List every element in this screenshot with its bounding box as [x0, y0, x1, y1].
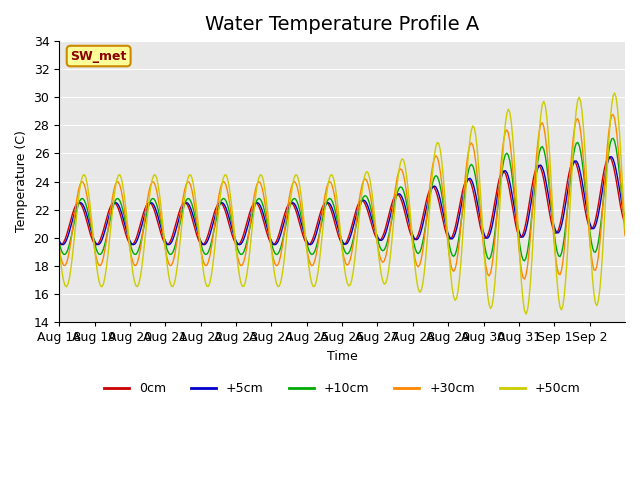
- +10cm: [55, 240, 63, 246]
- +10cm: [92, 246, 100, 252]
- +50cm: [346, 282, 354, 288]
- 0cm: [92, 242, 100, 248]
- Line: +5cm: +5cm: [59, 157, 625, 245]
- +50cm: [620, 200, 627, 205]
- +5cm: [460, 190, 468, 195]
- +10cm: [346, 247, 354, 253]
- 0cm: [74, 200, 82, 205]
- +5cm: [74, 201, 82, 207]
- +5cm: [92, 240, 100, 246]
- +50cm: [545, 130, 552, 136]
- +5cm: [348, 229, 355, 235]
- +50cm: [55, 245, 63, 251]
- +30cm: [55, 246, 63, 252]
- +5cm: [620, 209, 627, 215]
- +10cm: [620, 210, 627, 216]
- Line: +50cm: +50cm: [59, 93, 625, 314]
- +10cm: [74, 202, 82, 207]
- +5cm: [55, 238, 63, 243]
- Line: 0cm: 0cm: [59, 157, 625, 245]
- +5cm: [621, 216, 629, 221]
- +30cm: [621, 232, 629, 238]
- +5cm: [545, 192, 552, 197]
- +30cm: [620, 215, 627, 221]
- +50cm: [522, 311, 530, 317]
- 0cm: [460, 183, 468, 189]
- +50cm: [92, 259, 100, 265]
- +30cm: [74, 188, 82, 193]
- +10cm: [459, 208, 467, 214]
- 0cm: [163, 242, 171, 248]
- +50cm: [611, 90, 618, 96]
- +5cm: [271, 242, 278, 248]
- 0cm: [621, 220, 629, 226]
- +10cm: [609, 135, 617, 141]
- +5cm: [606, 154, 614, 160]
- +50cm: [621, 227, 629, 232]
- +30cm: [459, 204, 467, 210]
- +50cm: [74, 197, 82, 203]
- 0cm: [348, 223, 355, 229]
- +10cm: [621, 223, 629, 228]
- Legend: 0cm, +5cm, +10cm, +30cm, +50cm: 0cm, +5cm, +10cm, +30cm, +50cm: [99, 377, 586, 400]
- 0cm: [620, 216, 627, 222]
- +30cm: [346, 257, 354, 263]
- Y-axis label: Temperature (C): Temperature (C): [15, 131, 28, 232]
- +30cm: [92, 254, 100, 260]
- X-axis label: Time: Time: [326, 349, 358, 362]
- Text: SW_met: SW_met: [70, 49, 127, 62]
- +10cm: [521, 258, 529, 264]
- 0cm: [55, 241, 63, 247]
- +30cm: [521, 276, 529, 282]
- Line: +10cm: +10cm: [59, 138, 625, 261]
- 0cm: [605, 154, 612, 160]
- +10cm: [545, 174, 552, 180]
- +30cm: [609, 112, 617, 118]
- Title: Water Temperature Profile A: Water Temperature Profile A: [205, 15, 479, 34]
- +50cm: [459, 238, 467, 243]
- Line: +30cm: +30cm: [59, 115, 625, 279]
- 0cm: [545, 202, 552, 208]
- +30cm: [545, 162, 552, 168]
